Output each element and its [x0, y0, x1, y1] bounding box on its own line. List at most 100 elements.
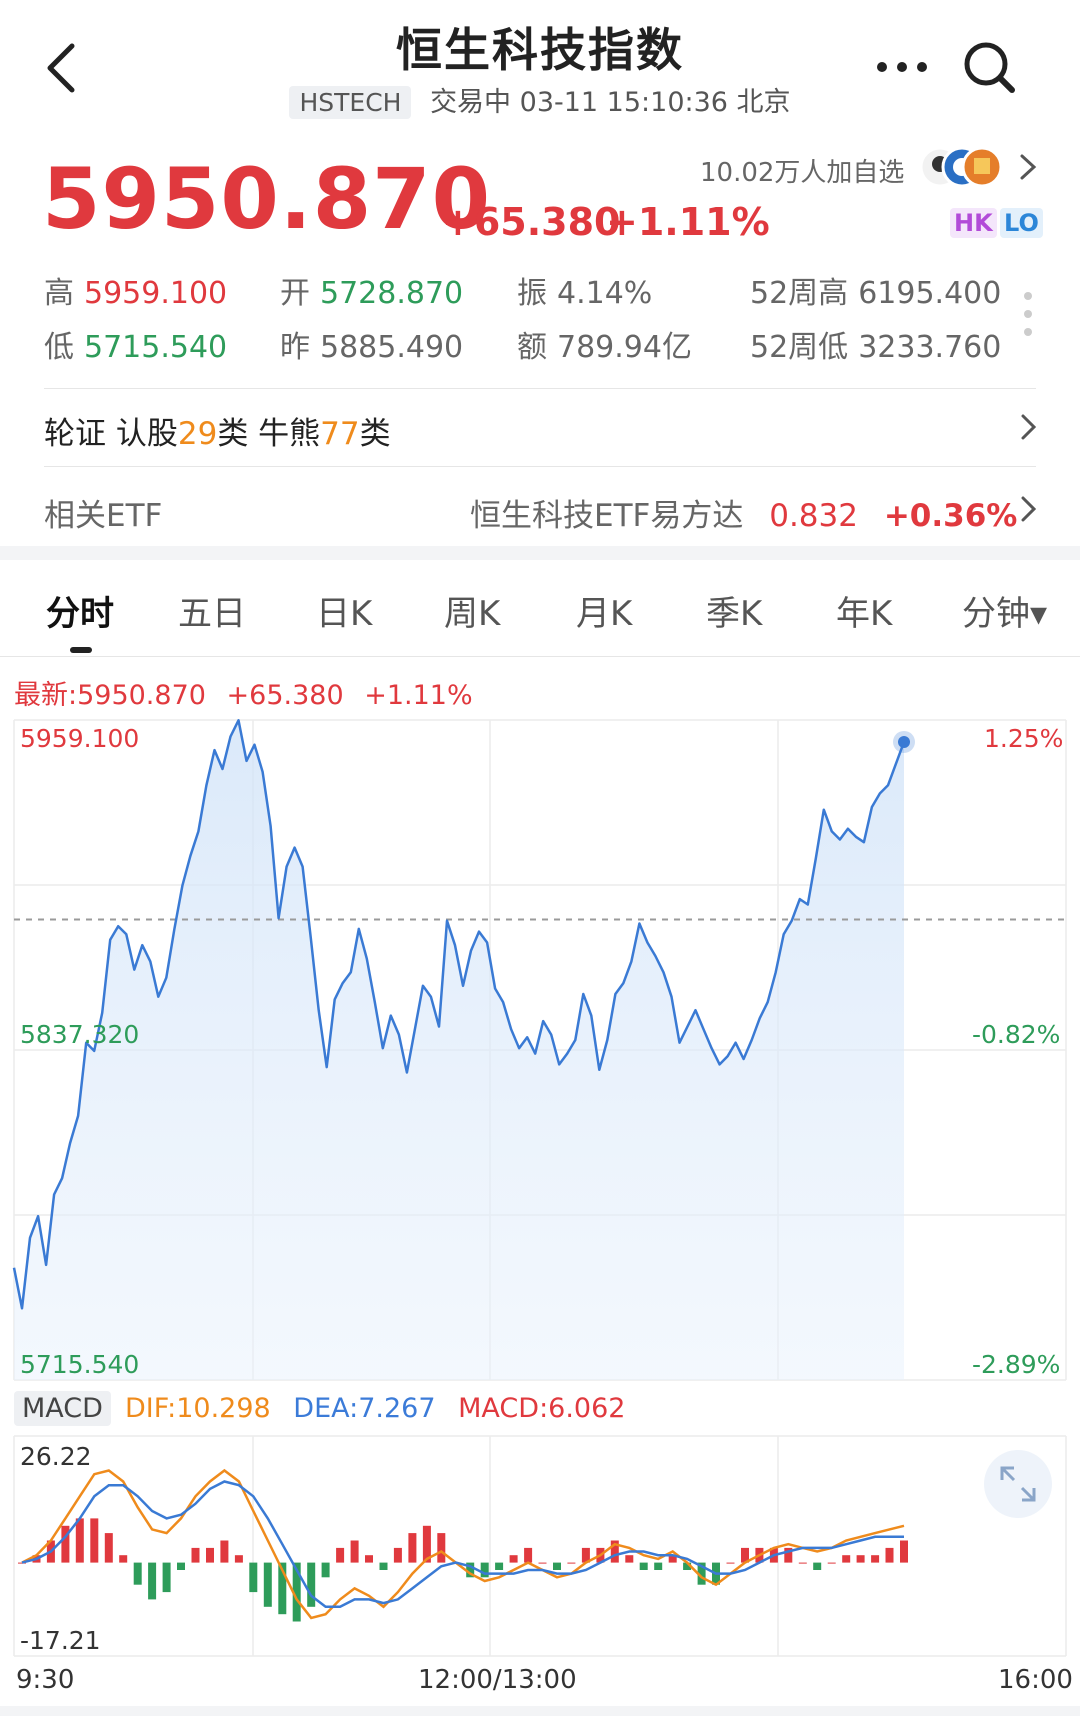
tab-quarterly-k[interactable]: 季K	[706, 594, 763, 634]
macd-bar	[350, 1540, 359, 1563]
back-button[interactable]	[40, 40, 84, 96]
macd-bar	[553, 1562, 561, 1570]
macd-bar	[336, 1547, 345, 1563]
more-dots-icon	[877, 62, 927, 72]
tab-monthly-k[interactable]: 月K	[576, 594, 633, 634]
macd-bar	[610, 1540, 619, 1563]
page-title: 恒生科技指数	[396, 23, 684, 77]
divider	[44, 466, 1036, 467]
time-start: 9:30	[16, 1665, 75, 1695]
search-icon	[964, 42, 1015, 93]
tab-yearly-k[interactable]: 年K	[836, 594, 893, 634]
trading-status: 交易中 03-11 15:10:36 北京	[430, 87, 791, 118]
y-axis-mid: 5837.320	[20, 1020, 140, 1049]
macd-bar	[61, 1525, 70, 1563]
macd-bar	[292, 1562, 301, 1622]
macd-bar	[234, 1555, 243, 1563]
macd-y-bottom: -17.21	[20, 1626, 101, 1655]
macd-bar	[365, 1555, 373, 1563]
macd-bar	[177, 1562, 185, 1570]
macd-bar	[495, 1562, 504, 1570]
tab-minute[interactable]: 分钟▾	[962, 594, 1048, 634]
tab-daily-k[interactable]: 日K	[316, 594, 373, 634]
vertical-dots-icon	[1024, 292, 1032, 336]
macd-histogram	[18, 1518, 908, 1622]
more-button[interactable]	[872, 52, 932, 82]
chevron-right-icon	[1020, 154, 1037, 180]
macd-bar	[263, 1562, 272, 1607]
y-axis-bottom: 5715.540	[20, 1350, 140, 1379]
stat-high: 高 5959.100	[44, 276, 228, 311]
macd-bar	[18, 1562, 26, 1564]
etf-arrow[interactable]	[1018, 492, 1038, 526]
macd-bar	[104, 1533, 113, 1563]
divider	[0, 656, 1080, 657]
stat-52w-low: 52周低 3233.760	[750, 330, 1002, 365]
price-change-pct: +1.11%	[606, 200, 770, 244]
latest-readout: 最新:5950.870 +65.380 +1.11%	[14, 680, 473, 711]
pct-axis-top: 1.25%	[984, 724, 1064, 753]
section-gap	[0, 546, 1080, 560]
macd-bar	[408, 1533, 417, 1563]
tab-active-indicator	[70, 647, 92, 653]
macd-bar	[842, 1555, 851, 1563]
stat-amount: 额 789.94亿	[517, 330, 692, 365]
macd-tag[interactable]: MACD	[14, 1391, 111, 1426]
price-change: +65.380	[442, 200, 621, 244]
macd-bar	[90, 1518, 99, 1563]
macd-bar	[321, 1562, 330, 1578]
macd-header: MACD DIF:10.298 DEA:7.267 MACD:6.062	[14, 1391, 625, 1426]
warrants-row[interactable]: 轮证 认股29类 牛熊77类	[44, 416, 391, 452]
subtitle: HSTECH 交易中 03-11 15:10:36 北京	[0, 80, 1080, 119]
macd-bar	[278, 1562, 287, 1615]
macd-bar	[422, 1525, 431, 1563]
etf-row[interactable]: 恒生科技ETF易方达 0.832 +0.36%	[470, 498, 1018, 534]
followers-count[interactable]: 10.02万人加自选	[700, 158, 905, 188]
search-button[interactable]	[960, 38, 1020, 98]
stats-expand-button[interactable]	[1022, 290, 1034, 338]
tab-intraday[interactable]: 分时	[46, 594, 114, 634]
macd-y-top: 26.22	[20, 1442, 92, 1471]
macd-bar	[784, 1547, 793, 1563]
macd-bar	[813, 1562, 822, 1570]
y-axis-top: 5959.100	[20, 724, 140, 753]
macd-bar	[726, 1562, 735, 1564]
avatar-group-icon	[919, 146, 1003, 188]
chevron-right-icon	[1021, 414, 1037, 440]
macd-bar	[148, 1562, 157, 1600]
macd-bar	[639, 1562, 648, 1570]
current-price: 5950.870	[42, 150, 492, 248]
stat-low: 低 5715.540	[44, 330, 228, 365]
time-mid: 12:00/13:00	[418, 1665, 577, 1695]
intraday-chart[interactable]	[0, 700, 1080, 1660]
macd-bar	[524, 1547, 533, 1563]
chevron-left-icon	[47, 43, 75, 93]
macd-bar	[741, 1547, 749, 1563]
followers-arrow[interactable]	[1016, 150, 1040, 184]
macd-bar	[581, 1547, 590, 1563]
macd-bar	[191, 1547, 200, 1563]
price-line	[12, 719, 906, 1310]
macd-bar	[871, 1555, 880, 1563]
market-badge-lo: LO	[1000, 208, 1043, 238]
macd-bar	[798, 1562, 807, 1564]
stat-52w-high: 52周高 6195.400	[750, 276, 1002, 311]
macd-bar	[654, 1562, 663, 1570]
follower-avatars[interactable]	[919, 144, 1004, 190]
pct-axis-bottom: -2.89%	[972, 1350, 1061, 1379]
macd-bar	[509, 1555, 518, 1563]
macd-bar	[900, 1540, 908, 1563]
stat-amplitude: 振 4.14%	[517, 276, 653, 311]
dea-line	[21, 1480, 904, 1609]
expand-icon	[1000, 1466, 1036, 1502]
tab-five-day[interactable]: 五日	[178, 594, 246, 634]
expand-chart-button[interactable]	[984, 1450, 1052, 1518]
macd-bar	[856, 1555, 865, 1563]
tab-weekly-k[interactable]: 周K	[444, 594, 501, 634]
warrants-arrow[interactable]	[1018, 410, 1038, 444]
macd-bar	[249, 1562, 258, 1593]
macd-bar	[567, 1562, 576, 1564]
macd-bar	[466, 1562, 475, 1578]
macd-bar	[437, 1533, 446, 1563]
index-code: HSTECH	[289, 86, 412, 119]
